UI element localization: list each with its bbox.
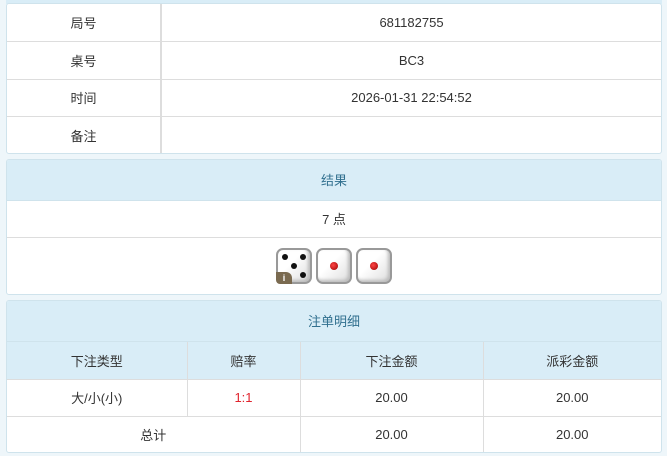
die-1-icon xyxy=(356,248,392,284)
header-payout: 派彩金额 xyxy=(482,342,661,380)
bet-details-title: 注单明细 xyxy=(7,301,661,342)
result-points: 7 点 xyxy=(7,201,661,238)
header-bet-type: 下注类型 xyxy=(7,342,188,380)
total-payout: 20.00 xyxy=(482,415,661,452)
table-row: 大/小(小) 1:1 20.00 20.00 xyxy=(7,378,661,417)
dice-row: i xyxy=(7,238,661,294)
time-value: 2026-01-31 22:54:52 xyxy=(160,78,661,117)
info-row-time: 时间 2026-01-31 22:54:52 xyxy=(7,78,661,117)
round-info-panel: 局号 681182755 桌号 BC3 时间 2026-01-31 22:54:52 … xyxy=(6,3,662,154)
time-label: 时间 xyxy=(7,78,162,117)
header-odds: 赔率 xyxy=(186,342,301,380)
info-badge-icon[interactable]: i xyxy=(276,272,292,284)
die-1-icon xyxy=(316,248,352,284)
result-title: 结果 xyxy=(7,160,661,201)
round-value: 681182755 xyxy=(160,4,661,42)
total-label: 总计 xyxy=(7,415,301,452)
payout: 20.00 xyxy=(482,378,661,417)
info-row-remark: 备注 xyxy=(7,116,661,153)
table-value: BC3 xyxy=(160,41,661,80)
bet-header-row: 下注类型 赔率 下注金额 派彩金额 xyxy=(7,342,661,380)
top-strip xyxy=(6,0,662,4)
bet-amount: 20.00 xyxy=(299,378,484,417)
round-label: 局号 xyxy=(7,4,162,42)
bet-details-panel: 注单明细 下注类型 赔率 下注金额 派彩金额 大/小(小) 1:1 20.00 … xyxy=(6,300,662,453)
table-label: 桌号 xyxy=(7,41,162,80)
info-row-round: 局号 681182755 xyxy=(7,4,661,42)
bet-type: 大/小(小) xyxy=(7,378,188,417)
info-row-table: 桌号 BC3 xyxy=(7,41,661,80)
header-bet-amount: 下注金额 xyxy=(299,342,484,380)
result-panel: 结果 7 点 i xyxy=(6,159,662,295)
die-3-icon[interactable]: i xyxy=(276,248,312,284)
total-row: 总计 20.00 20.00 xyxy=(7,415,661,452)
remark-value xyxy=(160,116,661,153)
remark-label: 备注 xyxy=(7,116,162,153)
odds: 1:1 xyxy=(186,378,301,417)
total-amount: 20.00 xyxy=(299,415,484,452)
